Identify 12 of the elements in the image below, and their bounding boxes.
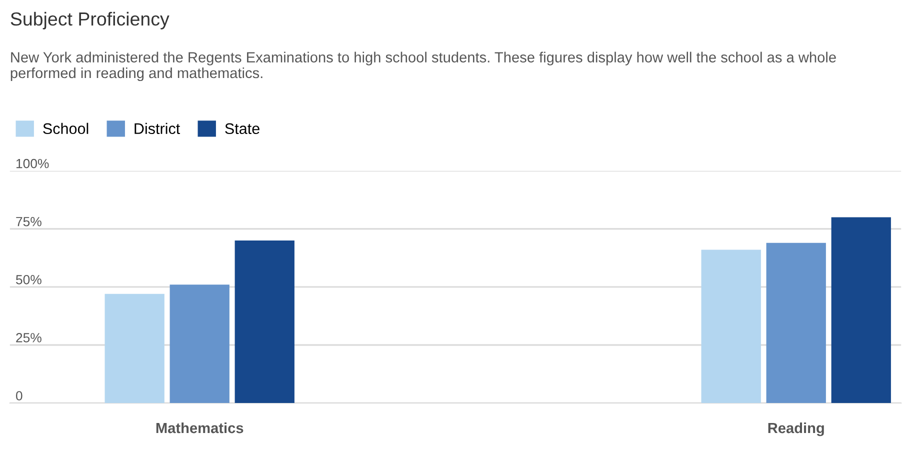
y-tick-label: 100% bbox=[16, 158, 49, 168]
x-tick-label: Reading bbox=[768, 422, 824, 436]
legend-label: District bbox=[134, 122, 180, 134]
y-tick-label: 0 bbox=[16, 391, 22, 400]
x-tick-label: Mathematics bbox=[156, 422, 244, 434]
y-tick-label: 25% bbox=[16, 333, 42, 342]
chart-title: Subject Proficiency bbox=[10, 12, 170, 30]
chart-subtitle: New York administered the Regents Examinations to high school students. These figures display how well the school as a whole performed in reading and mathematics. bbox=[10, 52, 836, 82]
legend-label: State bbox=[225, 123, 260, 134]
y-tick-label: 50% bbox=[16, 274, 42, 284]
y-tick-label: 75% bbox=[16, 216, 42, 226]
legend-label: School bbox=[43, 122, 88, 134]
